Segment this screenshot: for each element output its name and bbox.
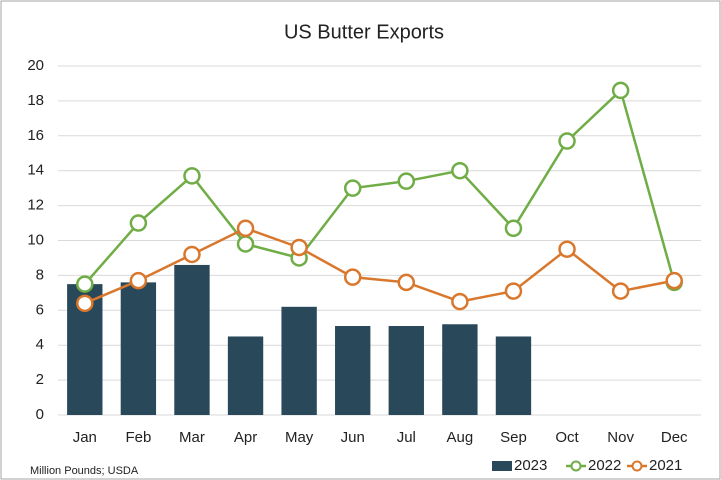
bar [442, 324, 478, 415]
marker [236, 235, 255, 253]
marker [451, 161, 469, 180]
marker [451, 292, 469, 311]
x-tick-label: Nov [607, 429, 634, 446]
marker [397, 273, 416, 292]
bar [335, 326, 371, 415]
legend-swatch [492, 461, 512, 471]
marker [611, 81, 630, 100]
legend-marker [631, 460, 643, 472]
source-note: Million Pounds; USDA [30, 465, 139, 477]
marker [665, 271, 683, 290]
y-tick-label: 10 [27, 231, 44, 248]
marker [611, 282, 630, 300]
y-tick-label: 0 [36, 406, 44, 423]
y-tick-label: 18 [27, 92, 44, 109]
marker [76, 294, 94, 313]
line [83, 88, 676, 285]
x-tick-label: Jan [73, 429, 97, 446]
bar [495, 336, 532, 415]
x-tick-label: Feb [125, 429, 151, 446]
bar [120, 282, 157, 415]
x-tick-label: Oct [555, 429, 579, 446]
y-tick-label: 8 [36, 266, 44, 283]
legend-label: 2023 [514, 457, 547, 474]
bar [388, 326, 424, 415]
marker [397, 172, 416, 190]
x-tick-label: May [285, 429, 314, 446]
x-tick-label: Apr [234, 429, 257, 446]
y-tick-label: 20 [27, 57, 44, 74]
marker [290, 238, 308, 257]
bar [174, 264, 210, 415]
legend-marker [570, 460, 582, 472]
y-tick-label: 2 [36, 371, 44, 388]
bar [281, 306, 317, 415]
marker [343, 179, 362, 197]
legend-label: 2022 [588, 457, 621, 474]
marker [558, 132, 576, 150]
x-tick-label: Aug [447, 429, 474, 446]
x-tick-label: Jun [341, 429, 365, 446]
marker [129, 271, 148, 290]
chart-title: US Butter Exports [284, 21, 444, 43]
x-tick-label: Mar [179, 429, 205, 446]
y-tick-label: 4 [36, 336, 44, 353]
marker [183, 167, 201, 185]
y-tick-label: 16 [27, 127, 44, 144]
x-tick-label: Jul [397, 429, 416, 446]
bar [227, 336, 264, 415]
x-tick-label: Sep [500, 429, 527, 446]
y-tick-label: 6 [36, 301, 44, 318]
legend-label: 2021 [649, 457, 682, 474]
marker [343, 268, 362, 286]
line [84, 226, 675, 305]
marker [504, 282, 523, 300]
marker [236, 219, 255, 238]
marker [183, 245, 201, 264]
y-tick-label: 12 [27, 197, 44, 214]
marker [129, 214, 148, 232]
x-tick-label: Dec [661, 429, 688, 446]
marker [76, 275, 94, 293]
marker [558, 240, 576, 258]
marker [504, 219, 523, 238]
y-tick-label: 14 [27, 162, 44, 179]
